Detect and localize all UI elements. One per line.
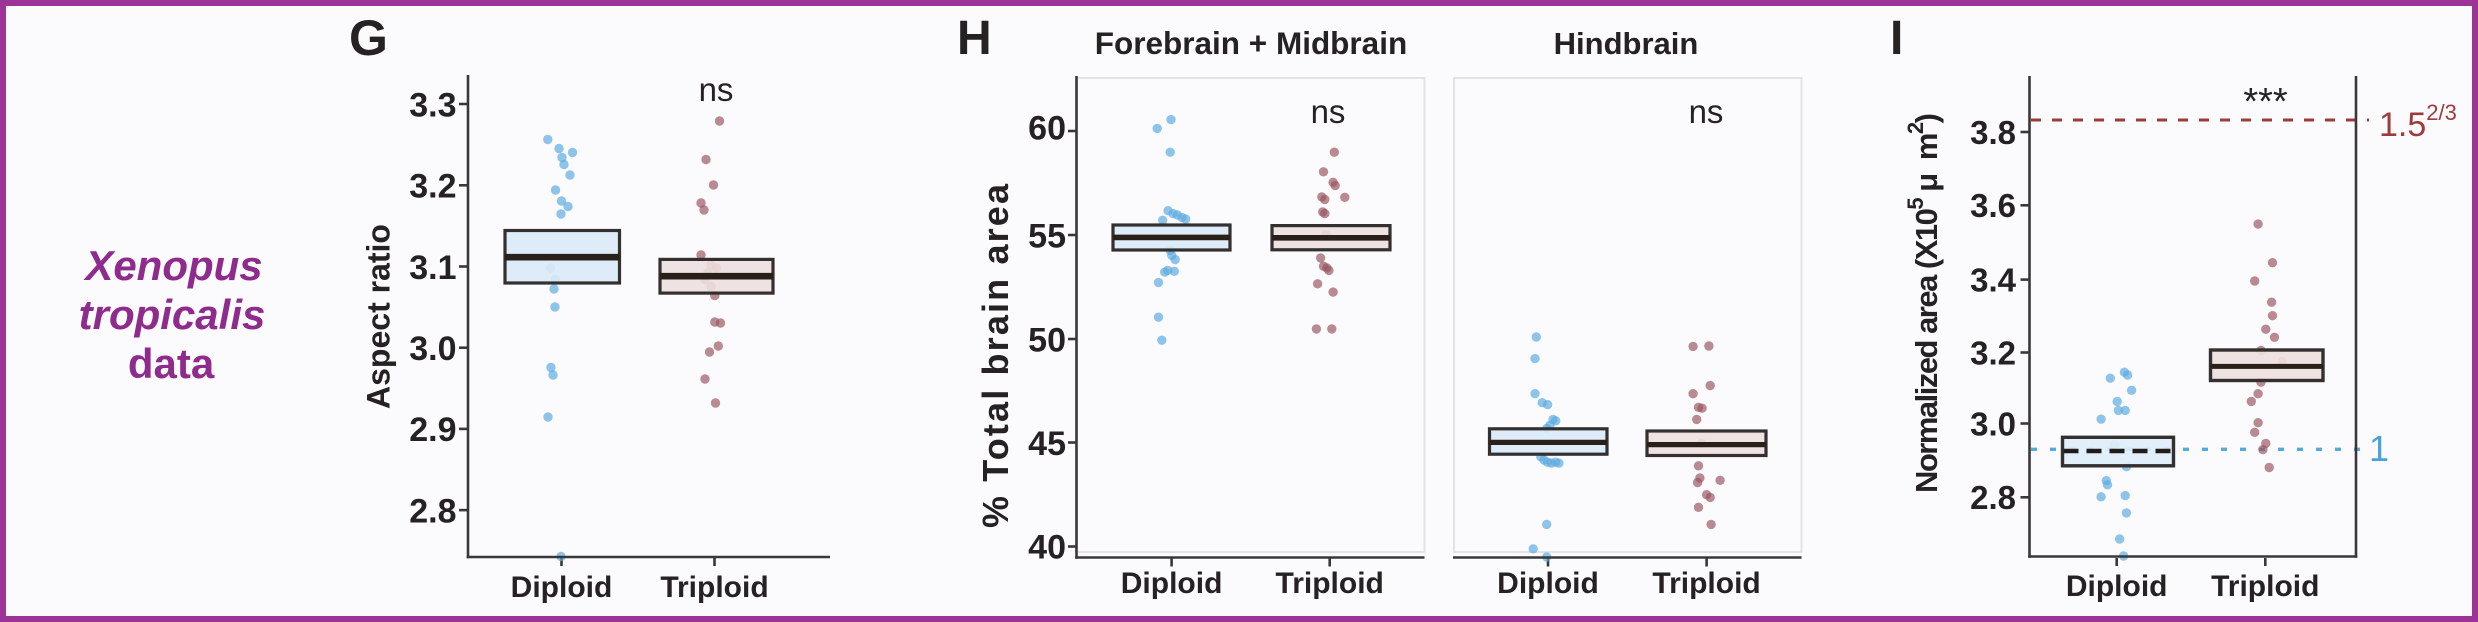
svg-text:60: 60 [1028, 110, 1066, 148]
svg-text:H: H [957, 12, 992, 65]
svg-text:3.0: 3.0 [1970, 405, 2016, 442]
svg-text:Diploid: Diploid [2066, 570, 2168, 603]
svg-text:ns: ns [699, 71, 734, 108]
svg-text:2.8: 2.8 [409, 492, 456, 530]
svg-text:3.2: 3.2 [409, 168, 456, 206]
svg-text:55: 55 [1028, 217, 1066, 255]
svg-text:Normalized area (X105 μ m2): Normalized area (X105 μ m2) [1903, 113, 1944, 493]
svg-text:3.0: 3.0 [409, 330, 456, 368]
svg-text:ns: ns [1311, 93, 1346, 130]
svg-text:3.1: 3.1 [409, 249, 456, 287]
svg-text:Triploid: Triploid [1276, 567, 1384, 600]
svg-text:Diploid: Diploid [1121, 567, 1223, 600]
svg-text:1: 1 [2369, 428, 2389, 469]
svg-text:50: 50 [1028, 321, 1066, 359]
svg-text:Triploid: Triploid [660, 571, 768, 604]
svg-text:Aspect ratio: Aspect ratio [361, 224, 397, 409]
svg-text:2.9: 2.9 [409, 411, 456, 449]
svg-text:Hindbrain: Hindbrain [1554, 26, 1699, 61]
svg-text:ns: ns [1689, 93, 1724, 130]
svg-text:Diploid: Diploid [1497, 567, 1599, 600]
svg-text:Xenopus: Xenopus [83, 242, 262, 289]
svg-text:3.6: 3.6 [1970, 187, 2016, 224]
svg-text:% Total brain area: % Total brain area [975, 183, 1016, 528]
svg-text:3.2: 3.2 [1970, 334, 2016, 371]
svg-text:Triploid: Triploid [2211, 570, 2319, 603]
svg-text:Triploid: Triploid [1652, 567, 1760, 600]
svg-text:tropicalis: tropicalis [79, 291, 266, 338]
svg-text:3.4: 3.4 [1970, 262, 2017, 299]
svg-text:I: I [1890, 12, 1903, 65]
svg-text:Forebrain + Midbrain: Forebrain + Midbrain [1095, 25, 1407, 61]
svg-text:G: G [349, 10, 388, 66]
svg-text:3.3: 3.3 [409, 86, 456, 124]
svg-text:Diploid: Diploid [511, 571, 613, 604]
svg-text:40: 40 [1028, 528, 1066, 566]
svg-text:3.8: 3.8 [1970, 114, 2016, 151]
svg-text:2.8: 2.8 [1970, 479, 2016, 516]
svg-text:data: data [128, 340, 215, 387]
svg-text:***: *** [2243, 81, 2288, 123]
svg-text:45: 45 [1028, 425, 1066, 463]
